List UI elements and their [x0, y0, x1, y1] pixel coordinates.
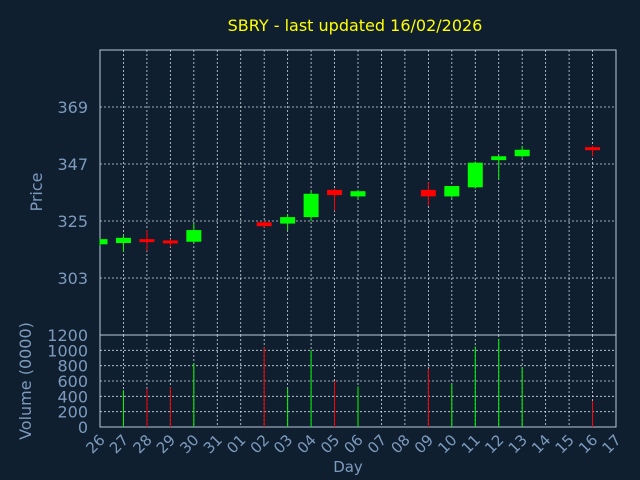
candle: [99, 239, 108, 246]
volume-tick-label: 1000: [47, 341, 88, 360]
day-tick-label: 16: [575, 431, 601, 457]
candle: [350, 189, 366, 199]
chart-title: SBRY - last updated 16/02/2026: [228, 16, 483, 35]
day-tick-label: 28: [129, 431, 155, 457]
day-tick-label: 01: [223, 431, 249, 457]
candle-body: [115, 237, 131, 244]
day-tick-label: 05: [317, 431, 343, 457]
candle: [115, 235, 131, 253]
volume-axis-label: Volume (0000): [16, 322, 35, 440]
price-tick-label: 369: [57, 98, 88, 117]
candle-body: [280, 217, 296, 224]
day-tick-label: 29: [153, 431, 179, 457]
candle-body: [186, 230, 202, 242]
volume-tick-label: 400: [57, 387, 88, 406]
price-tick-label: 325: [57, 212, 88, 231]
volume-tick-label: 1200: [47, 326, 88, 345]
volume-tick-label: 800: [57, 357, 88, 376]
day-tick-label: 11: [458, 431, 484, 457]
candle-body: [420, 189, 436, 197]
candle: [327, 188, 343, 211]
day-tick-label: 04: [294, 431, 320, 457]
day-tick-label: 30: [176, 431, 202, 457]
candle-body: [162, 240, 178, 244]
candle: [444, 186, 460, 198]
candle: [256, 221, 272, 228]
candle-body: [467, 162, 483, 188]
candle: [162, 239, 178, 247]
day-tick-label: 27: [106, 431, 132, 457]
volume-tick-label: 600: [57, 372, 88, 391]
candle: [585, 145, 601, 157]
day-tick-label: 09: [411, 431, 437, 457]
candle-body: [350, 191, 366, 197]
day-tick-label: 13: [505, 431, 531, 457]
candle-body: [444, 186, 460, 197]
day-axis: 2627282930310102030405060708091011121314…: [83, 431, 625, 457]
x-axis-label: Day: [333, 458, 363, 476]
day-tick-label: 12: [481, 431, 507, 457]
day-tick-label: 06: [341, 431, 367, 457]
volume-tick-label: 200: [57, 403, 88, 422]
price-panel: 303 325 347 369: [57, 49, 617, 336]
day-tick-label: 10: [434, 431, 460, 457]
candle: [186, 223, 202, 244]
day-tick-label: 08: [387, 431, 413, 457]
candle-body: [303, 193, 319, 218]
candle-body: [491, 156, 507, 161]
volume-tick-label: 0: [78, 418, 88, 437]
day-tick-label: 07: [364, 431, 390, 457]
candle: [280, 214, 296, 231]
day-tick-label: 17: [599, 431, 625, 457]
day-tick-label: 15: [552, 431, 578, 457]
day-tick-label: 02: [247, 431, 273, 457]
candle: [303, 191, 319, 221]
candle-body: [514, 149, 530, 157]
candle: [139, 230, 155, 251]
candle: [514, 145, 530, 158]
day-tick-label: 31: [200, 431, 226, 457]
candle-body: [327, 189, 343, 196]
candle-body: [256, 222, 272, 227]
day-tick-label: 14: [528, 431, 554, 457]
candle: [467, 161, 483, 189]
candle: [491, 156, 507, 180]
day-tick-label: 03: [270, 431, 296, 457]
candle-body: [585, 147, 601, 151]
price-tick-label: 303: [57, 269, 88, 288]
candle-body: [100, 239, 108, 245]
price-axis-label: Price: [27, 172, 46, 211]
price-tick-label: 347: [57, 155, 88, 174]
candle-body: [139, 239, 155, 243]
candle: [420, 182, 436, 206]
